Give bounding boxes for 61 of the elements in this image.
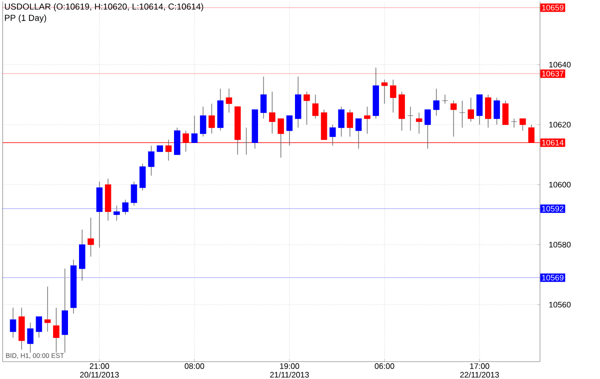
candlestick [494,97,500,125]
candlestick [450,100,457,137]
candlestick [18,307,25,350]
y-tick-label: 10560 [549,302,571,308]
candlestick [53,307,60,353]
x-tick-label: 08:00 [184,363,204,369]
candlestick [398,91,405,131]
candlestick [226,88,232,113]
candlestick [243,127,250,155]
candlestick [390,79,396,113]
candlestick [433,88,440,116]
candlestick [174,127,180,155]
candlestick [27,322,34,353]
candlestick [304,91,310,125]
candlestick [468,97,474,122]
candlestick [407,106,414,131]
y-tick-label: 10620 [549,122,571,128]
candlestick [381,79,388,104]
ref-line-label: 10637 [542,70,564,76]
candlestick [364,106,370,134]
candlestick [148,145,154,176]
candlestick [88,217,94,257]
candlestick [330,124,336,146]
ref-line-label: 10614 [542,140,564,146]
x-tick-label: 19:00 21/11/2013 [270,363,309,378]
x-tick-label: 06:00 [374,363,394,369]
ref-line-label: 10569 [542,274,564,281]
ref-line-label: 10592 [542,206,564,212]
candlestick [36,316,42,338]
candlestick [485,94,492,128]
candlestick [510,118,518,128]
chart-title: USDOLLAR (O:10619, H:10620, L:10614, C:10614) [4,3,204,12]
candlestick [294,76,302,128]
candlestick [312,94,319,119]
candlestick [459,100,466,128]
candlestick [269,91,276,134]
candlestick [44,286,51,332]
candlestick [200,106,206,137]
candlestick [355,118,362,149]
candlestick [208,103,215,134]
x-tick-label: 21:00 20/11/2013 [80,363,119,378]
y-tick-label: 10580 [549,242,571,248]
candlestick [338,106,344,137]
candlestick [476,94,483,125]
ref-line-label: 10659 [542,4,564,10]
candlestick [10,307,16,338]
candlestick [286,115,293,146]
x-tick-label: 17:00 22/11/2013 [460,363,499,378]
candlestick [416,112,422,134]
annotation: PP (1 Day) [4,14,46,23]
candlestick [191,115,198,143]
candlestick [346,109,354,137]
candlestick [520,118,526,131]
candlestick [502,100,509,125]
candlestick [442,94,448,104]
candlestick [130,181,138,206]
candlestick [139,163,146,191]
y-tick-label: 10600 [549,182,571,188]
candlestick [260,76,267,119]
candlestick [424,109,431,149]
y-tick-label: 10640 [549,62,571,68]
